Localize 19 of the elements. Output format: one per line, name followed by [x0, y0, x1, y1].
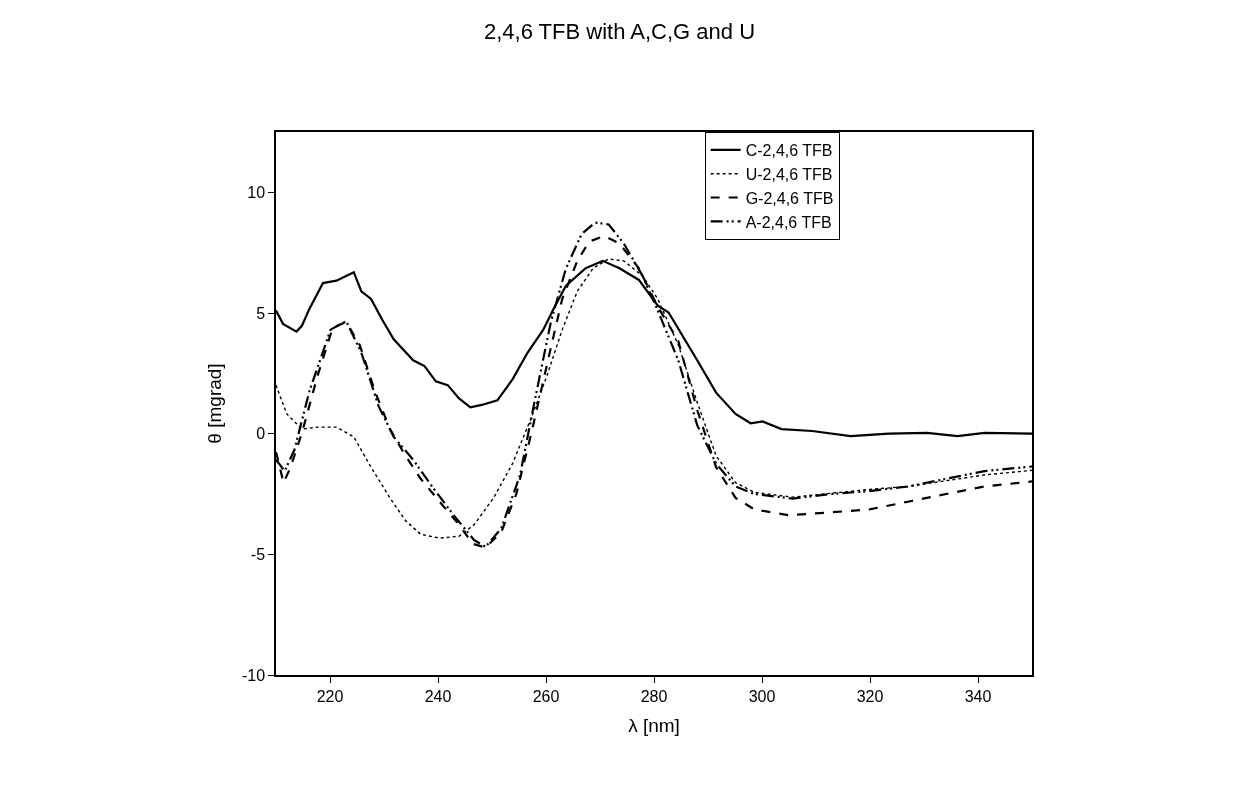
x-tick-label: 280 [640, 687, 668, 705]
chart-title: 2,4,6 TFB with A,C,G and U [483, 19, 756, 45]
legend-label: A-2,4,6 TFB [745, 213, 832, 231]
y-tick-label: 5 [256, 304, 266, 322]
x-tick-label: 220 [316, 687, 344, 705]
x-axis-title: λ [nm] [628, 715, 680, 737]
legend-label: C-2,4,6 TFB [745, 142, 833, 160]
x-tick-label: 300 [748, 687, 776, 705]
y-tick-label: 10 [247, 183, 266, 201]
x-tick-label: 240 [424, 687, 452, 705]
x-tick-label: 320 [856, 687, 884, 705]
x-tick-label: 260 [532, 687, 560, 705]
legend-label: U-2,4,6 TFB [745, 165, 833, 183]
legend-label: G-2,4,6 TFB [745, 189, 834, 207]
y-tick-label: 0 [256, 425, 266, 443]
y-tick-label: -5 [250, 545, 266, 563]
x-tick-label: 340 [964, 687, 992, 705]
y-tick-label: -10 [241, 666, 266, 684]
y-axis-title: θ [mgrad] [204, 363, 226, 444]
